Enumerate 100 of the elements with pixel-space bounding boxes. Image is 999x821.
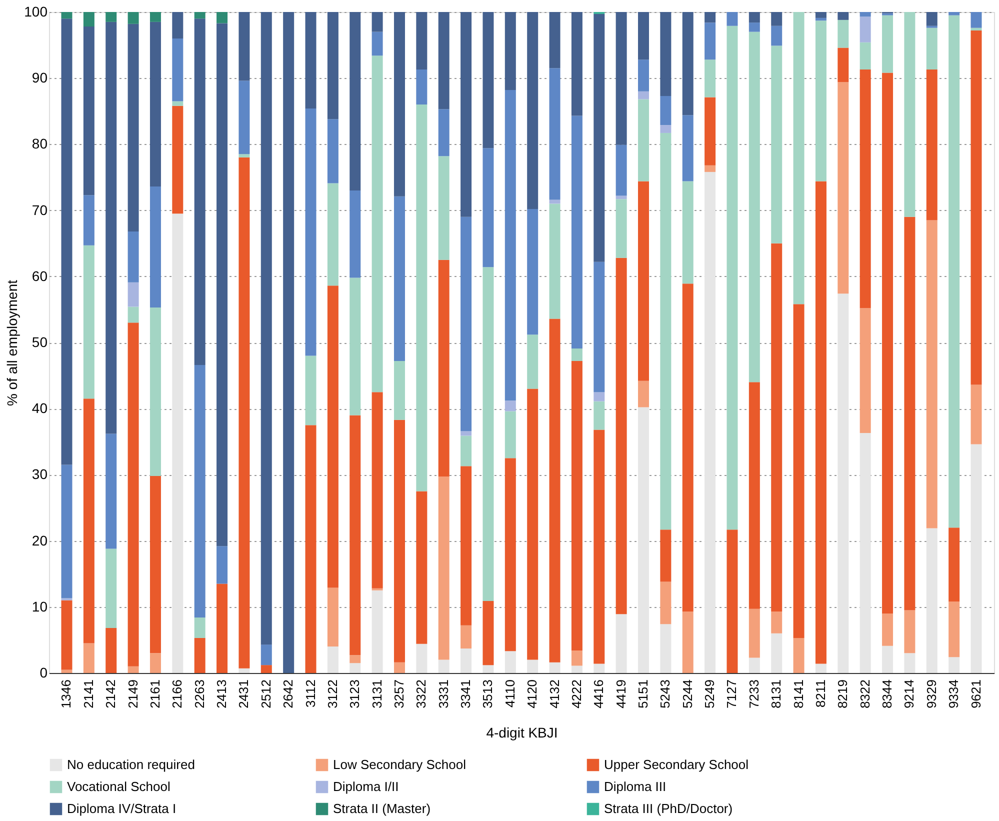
x-tick-label: 7233 — [746, 680, 762, 708]
bar — [748, 608, 760, 658]
x-tick-label: 1346 — [58, 680, 74, 708]
bar — [260, 665, 272, 673]
x-tick-label: 3131 — [369, 680, 384, 708]
bar — [860, 16, 871, 42]
bar — [128, 282, 139, 307]
bar — [416, 104, 428, 492]
bar — [527, 388, 538, 660]
x-tick-label: 5244 — [680, 680, 695, 708]
bar — [83, 398, 94, 644]
bar — [106, 12, 117, 22]
bar — [305, 356, 316, 426]
bar — [150, 22, 161, 187]
bar — [350, 12, 361, 190]
y-tick-label: 70 — [32, 202, 48, 218]
bar — [882, 72, 894, 614]
bar — [482, 12, 494, 148]
bar — [106, 22, 117, 434]
bar — [882, 15, 894, 73]
bar — [305, 12, 316, 109]
x-tick-label: 3331 — [436, 680, 451, 708]
bar — [571, 650, 582, 666]
bar — [504, 400, 516, 412]
bar — [83, 195, 94, 246]
bar — [327, 119, 338, 184]
legend-label: Diploma I/II — [333, 779, 399, 794]
bar — [748, 22, 760, 32]
bar — [748, 32, 760, 382]
bar — [61, 12, 72, 19]
bar — [327, 286, 338, 588]
bar — [926, 28, 938, 70]
bar — [948, 12, 960, 16]
x-tick-label: 2141 — [80, 680, 96, 708]
bar — [660, 125, 672, 133]
bar — [394, 196, 405, 362]
bar — [83, 26, 94, 196]
bar — [704, 60, 716, 98]
bar — [438, 660, 450, 673]
bar — [860, 12, 871, 17]
x-tick-label: 8131 — [768, 680, 784, 708]
bar — [350, 278, 361, 416]
x-tick-label: 2413 — [214, 680, 230, 708]
bar — [860, 42, 871, 70]
legend-label: Low Secondary School — [333, 757, 466, 772]
bar — [372, 12, 383, 32]
bar — [882, 614, 894, 646]
bar — [527, 208, 538, 335]
x-tick-label: 2149 — [125, 680, 140, 708]
x-tick-label: 5151 — [636, 680, 651, 708]
bar — [948, 657, 960, 673]
bar — [638, 181, 650, 381]
x-tick-label: 9621 — [968, 680, 984, 708]
bar — [128, 666, 139, 673]
bar — [438, 156, 450, 260]
x-tick-label: 3122 — [324, 680, 340, 708]
bar — [815, 181, 826, 664]
x-axis-title: 4-digit KBJI — [486, 724, 558, 740]
bar — [549, 200, 560, 204]
x-tick-label: 5243 — [658, 680, 673, 708]
bar — [682, 12, 694, 116]
x-tick-label: 4222 — [568, 680, 584, 708]
bar — [61, 464, 72, 598]
bar — [327, 646, 338, 673]
bar — [748, 658, 760, 673]
x-tick-label: 8211 — [812, 680, 828, 708]
bar — [594, 664, 605, 673]
bar — [704, 172, 716, 673]
bar — [194, 12, 206, 19]
bar — [594, 392, 605, 402]
bar — [771, 612, 782, 634]
bar — [815, 664, 826, 673]
bar — [948, 602, 960, 658]
bar — [660, 582, 672, 624]
bar — [216, 546, 228, 584]
bar — [748, 12, 760, 23]
y-tick-label: 50 — [32, 334, 48, 350]
x-tick-label: 3112 — [302, 680, 318, 708]
bar — [327, 588, 338, 647]
bar — [350, 190, 361, 278]
bar — [748, 382, 760, 609]
bar — [504, 12, 516, 90]
bar — [660, 624, 672, 673]
bar — [305, 425, 316, 673]
y-tick-label: 90 — [32, 70, 48, 86]
bar — [172, 101, 184, 106]
legend-label: Diploma III — [604, 779, 666, 794]
bar — [305, 108, 316, 356]
bar — [194, 18, 206, 365]
bar — [704, 22, 716, 60]
y-tick-label: 20 — [32, 532, 48, 548]
bar — [970, 444, 982, 673]
bar — [283, 12, 294, 673]
bar — [660, 96, 672, 126]
x-tick-label: 9334 — [946, 680, 962, 708]
bar — [838, 20, 849, 48]
bar — [61, 670, 72, 673]
bar — [238, 157, 250, 668]
bar — [926, 12, 938, 26]
bar — [815, 18, 826, 21]
